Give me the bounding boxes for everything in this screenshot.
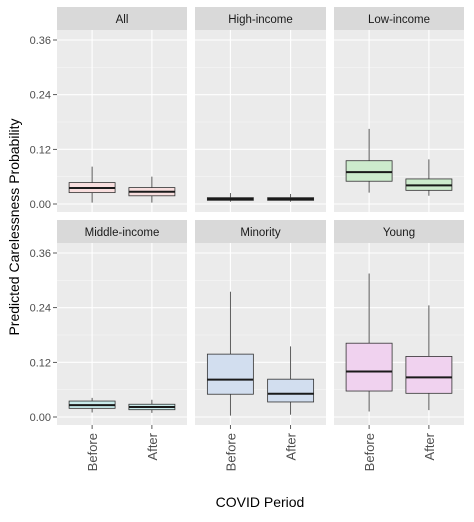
boxplot-before [68, 166, 116, 203]
boxplot-after [128, 176, 176, 203]
box-iqr [405, 356, 453, 394]
x-tick-label: Before [223, 433, 238, 471]
y-tick-label: 0.24 [30, 303, 51, 315]
x-tick-label: After [422, 432, 437, 460]
facet-strip-label: High-income [228, 14, 293, 26]
x-tick-label: Before [362, 433, 377, 471]
boxplot-before [345, 128, 393, 193]
boxplot-after [405, 305, 453, 411]
y-tick-label: 0.00 [30, 412, 51, 424]
facet-strip-label: Middle-income [85, 227, 160, 239]
box-iqr [345, 342, 393, 392]
boxplot-before [206, 291, 254, 416]
y-axis-title: Predicted Carelessness Probability [6, 118, 22, 335]
x-tick-label: Before [85, 433, 100, 471]
panel-background [334, 243, 464, 425]
facet-panel: All [57, 7, 187, 212]
boxplot-before [206, 193, 254, 202]
facet-panel: High-income [195, 7, 326, 212]
box-iqr [267, 378, 315, 403]
facet-strip-label: All [116, 14, 129, 26]
boxplot-after [267, 346, 315, 415]
panel-background [57, 30, 187, 212]
panel-background [195, 30, 326, 212]
facet-panel: Low-income [334, 7, 464, 212]
facet-strip [57, 220, 187, 243]
panel-background [57, 243, 187, 425]
facet-panels: All High-income Low-income Middle-income Min… [57, 7, 464, 425]
boxplot-after [128, 399, 176, 413]
y-tick-label: 0.36 [30, 35, 51, 47]
boxplot-before [68, 397, 116, 413]
axes: Before After Before After Before After 0.00 0.1… [30, 35, 437, 471]
facet-strip [195, 7, 326, 30]
boxplot-before [345, 273, 393, 412]
facet-strip [195, 220, 326, 243]
facet-strip-label: Low-income [368, 14, 430, 26]
boxplot-after [405, 159, 453, 196]
y-tick-label: 0.12 [30, 357, 51, 369]
y-tick-label: 0.36 [30, 248, 51, 260]
box-iqr [206, 353, 254, 395]
facet-strip [334, 7, 464, 30]
x-axis-title: COVID Period [216, 494, 305, 510]
y-tick-label: 0.00 [30, 199, 51, 211]
facet-panel: Minority [195, 220, 326, 425]
facet-strip [334, 220, 464, 243]
facet-strip-label: Minority [240, 227, 281, 239]
facet-panel: Young [334, 220, 464, 425]
facet-strip-label: Young [383, 227, 415, 239]
x-tick-label: After [145, 432, 160, 460]
y-tick-label: 0.12 [30, 144, 51, 156]
box-iqr [345, 160, 393, 182]
y-tick-label: 0.24 [30, 90, 51, 102]
facet-panel: Middle-income [57, 220, 187, 425]
facet-strip [57, 7, 187, 30]
x-tick-label: After [284, 432, 299, 460]
boxplot-after [267, 193, 315, 202]
